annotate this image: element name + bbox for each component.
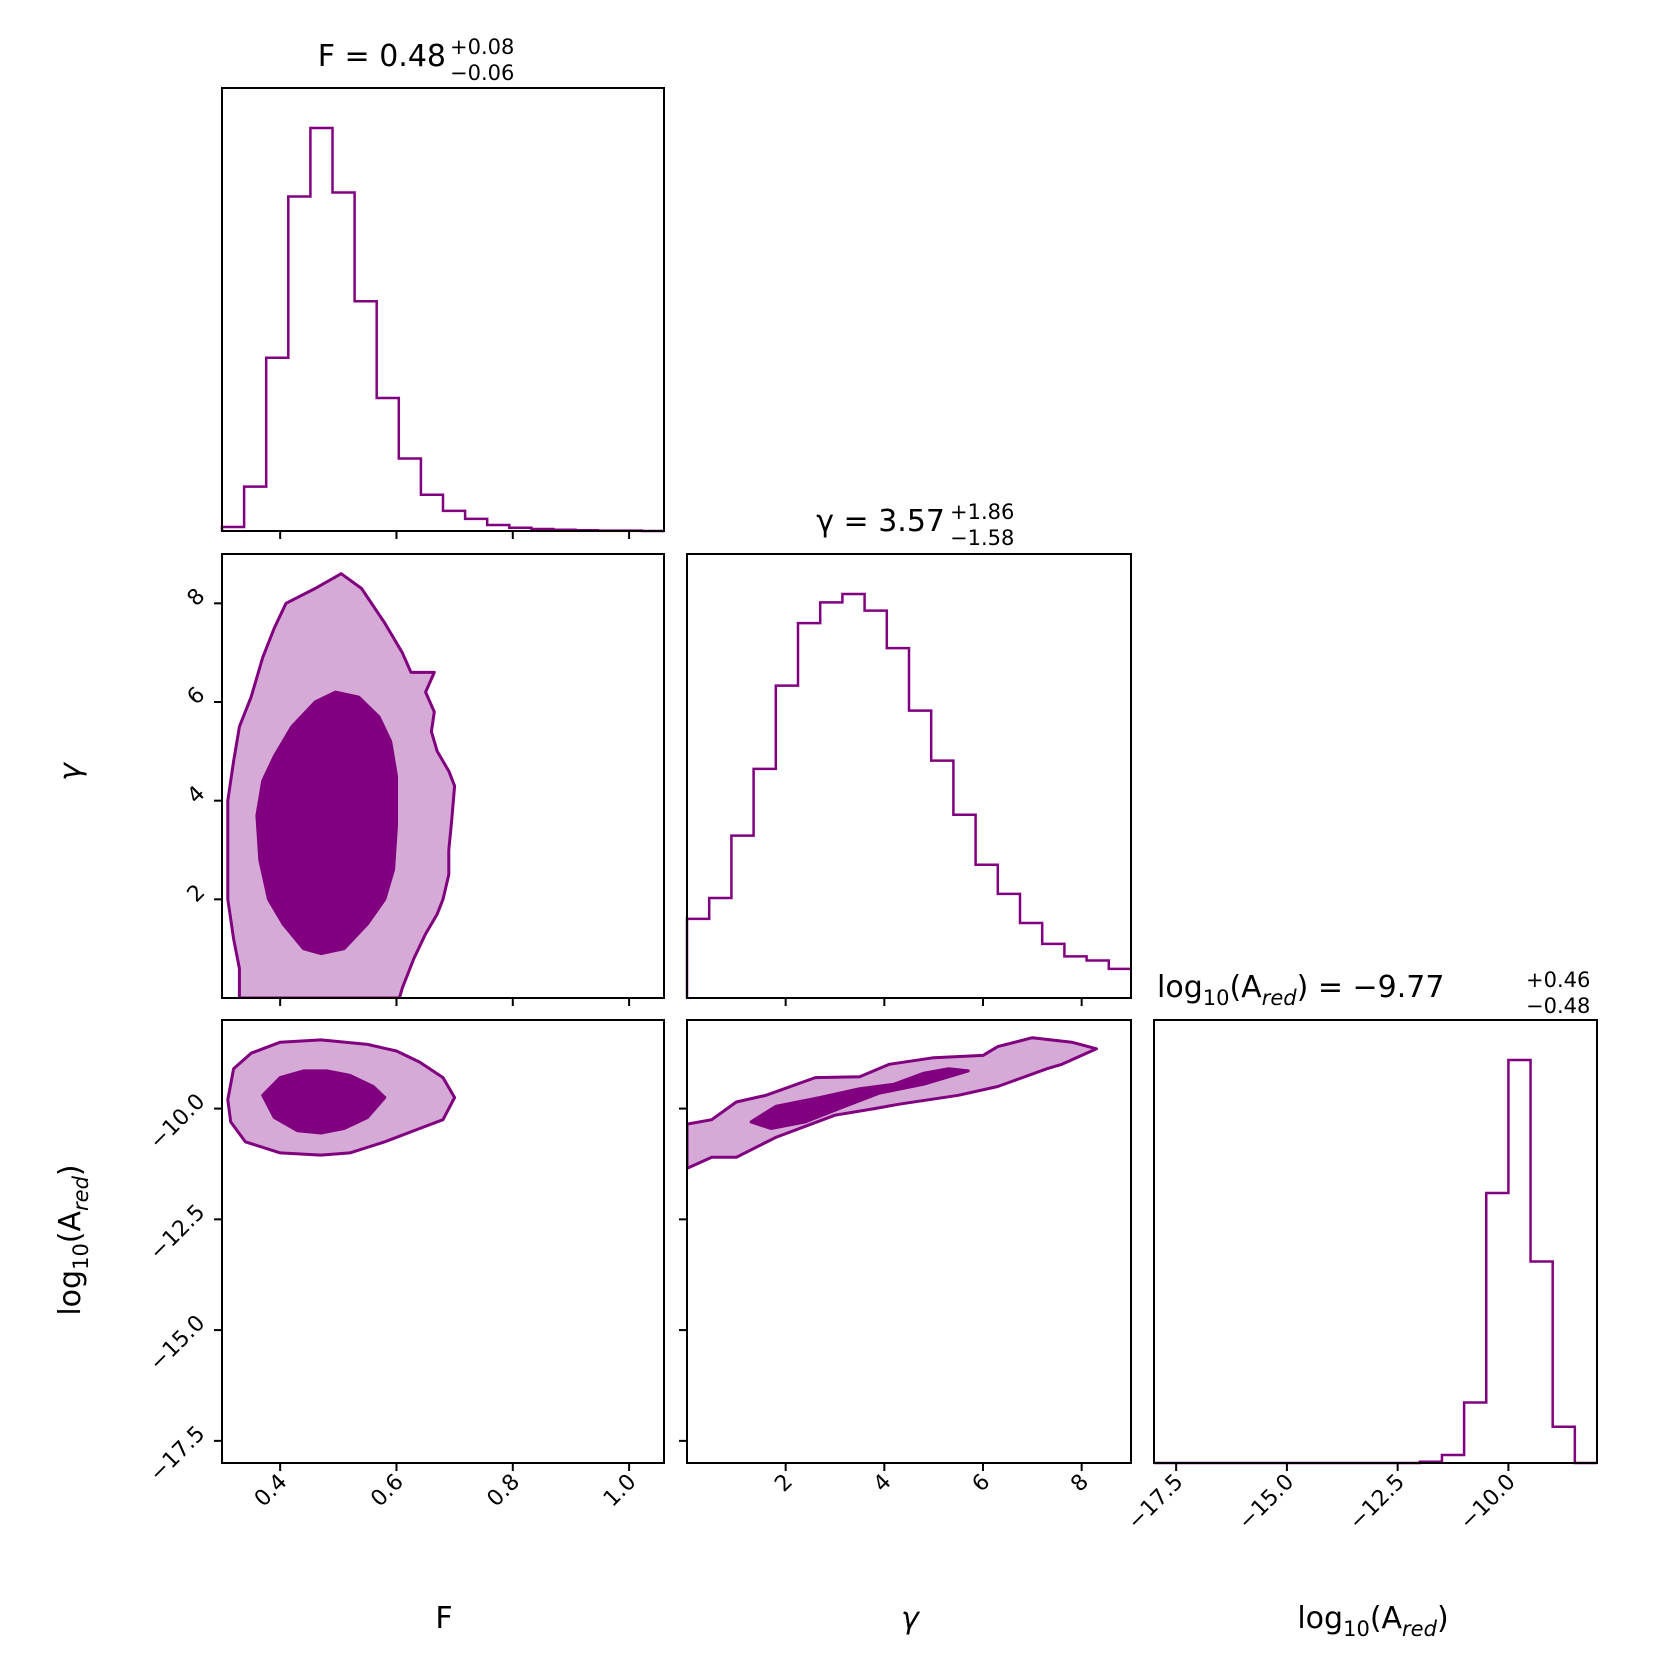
y-tick-label: 6 bbox=[183, 683, 211, 711]
x-tick-label: 8 bbox=[1066, 1470, 1094, 1498]
x-tick-label: −12.5 bbox=[1345, 1470, 1410, 1535]
axes-frame bbox=[221, 553, 665, 999]
x-tick-label: 0.8 bbox=[483, 1470, 525, 1512]
title-A-plus: +0.46 bbox=[1526, 968, 1590, 992]
x-tick-label: 6 bbox=[968, 1470, 996, 1498]
title-F: F = 0.48 bbox=[318, 39, 446, 74]
title-A-minus: −0.48 bbox=[1526, 994, 1590, 1018]
y-tick-label: −15.0 bbox=[145, 1311, 210, 1376]
x-tick-label: 0.6 bbox=[366, 1470, 408, 1512]
contour-inner bbox=[749, 1067, 970, 1130]
y-tick-label: −10.0 bbox=[145, 1089, 210, 1154]
x-tick-label: 1.0 bbox=[599, 1470, 641, 1512]
x-tick-label: −15.0 bbox=[1234, 1470, 1299, 1535]
contour-outer bbox=[687, 1036, 1098, 1170]
axes-frame bbox=[1153, 1019, 1598, 1464]
histogram-gamma bbox=[685, 553, 1132, 1006]
x-tick-label: −10.0 bbox=[1455, 1470, 1520, 1535]
title-gamma-minus: −1.58 bbox=[950, 526, 1014, 550]
axes-frame bbox=[221, 1019, 665, 1464]
histogram-F bbox=[220, 87, 665, 539]
contour-gamma-vs-F: 2 4 6 8 bbox=[183, 553, 665, 1006]
ylabel-gamma: γ bbox=[53, 761, 88, 781]
axes-frame bbox=[686, 553, 1132, 999]
histogram-steps bbox=[1154, 1058, 1597, 1465]
histogram-steps bbox=[220, 126, 664, 533]
contour-inner bbox=[261, 1069, 387, 1135]
histogram-A: −17.5 −15.0 −12.5 −10.0 bbox=[1123, 1019, 1598, 1535]
xlabel-A: log10(Ared) bbox=[1297, 1601, 1448, 1641]
xlabel-gamma: γ bbox=[901, 1601, 921, 1636]
svg-text:log10(Ared) = −9.77: log10(Ared) = −9.77 bbox=[1157, 970, 1444, 1010]
title-F-plus: +0.08 bbox=[450, 35, 514, 59]
axes-frame bbox=[221, 87, 665, 532]
title-F-minus: −0.06 bbox=[450, 61, 514, 85]
ylabel-A: log10(Ared) bbox=[53, 1164, 93, 1315]
title-gamma-plus: +1.86 bbox=[950, 500, 1014, 524]
x-tick-label: 4 bbox=[869, 1470, 897, 1498]
axes-frame bbox=[686, 1019, 1132, 1464]
x-tick-label: 2 bbox=[770, 1470, 798, 1498]
title-gamma: γ = 3.57 bbox=[816, 504, 945, 539]
title-A: log10(Ared) = −9.77 +0.46 −0.48 bbox=[1157, 968, 1590, 1018]
x-tick-label: −17.5 bbox=[1123, 1470, 1188, 1535]
x-tick-label: 0.4 bbox=[250, 1470, 292, 1512]
y-tick-label: 8 bbox=[183, 584, 211, 612]
xlabel-F: F bbox=[435, 1601, 452, 1636]
contour-inner bbox=[255, 690, 398, 956]
contour-A-vs-gamma: 2 4 6 8 bbox=[679, 1019, 1132, 1498]
contour-A-vs-F: 0.4 0.6 0.8 1.0 −17.5 −15.0 −12.5 −10.0 bbox=[145, 1019, 665, 1512]
y-tick-label: −12.5 bbox=[145, 1200, 210, 1265]
y-tick-label: 2 bbox=[183, 880, 211, 908]
y-tick-label: 4 bbox=[183, 781, 211, 809]
histogram-steps bbox=[685, 592, 1131, 998]
y-tick-label: −17.5 bbox=[145, 1421, 210, 1486]
